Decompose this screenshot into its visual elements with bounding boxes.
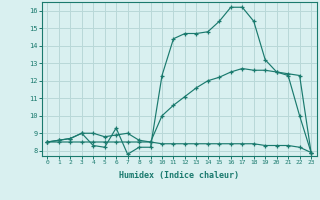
X-axis label: Humidex (Indice chaleur): Humidex (Indice chaleur) [119, 171, 239, 180]
